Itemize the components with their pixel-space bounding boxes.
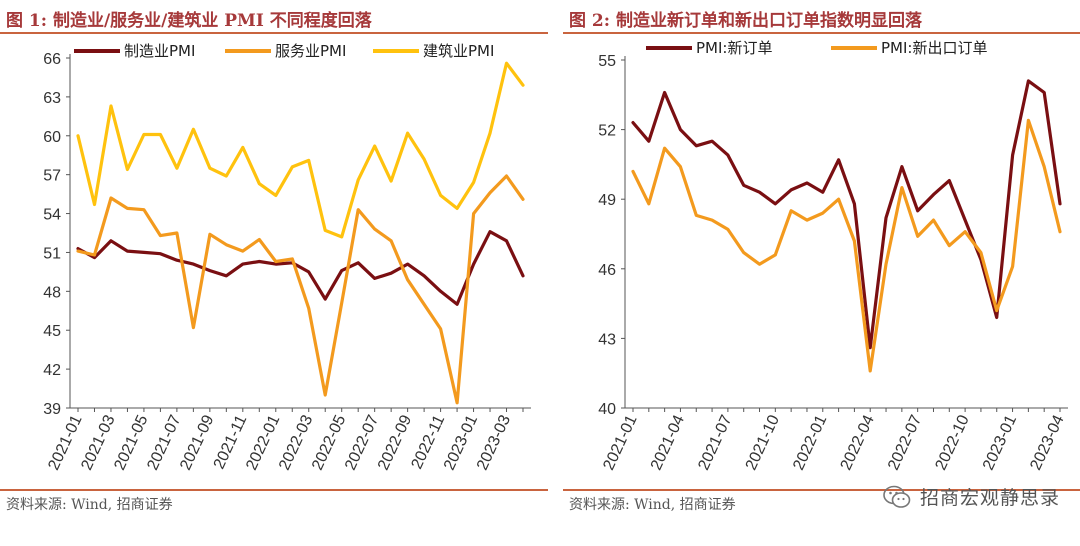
y-tick-label: 40 (598, 401, 616, 418)
y-tick-label: 63 (43, 90, 61, 107)
y-tick-label: 39 (43, 401, 61, 418)
series-line-2 (76, 174, 525, 405)
y-tick-label: 42 (43, 362, 61, 379)
divider (0, 32, 548, 34)
y-tick-label: 43 (598, 331, 616, 348)
y-tick-label: 52 (598, 123, 616, 140)
series-line-1 (76, 230, 525, 306)
chart-title: 图 1: 制造业/服务业/建筑业 PMI 不同程度回落 (6, 11, 372, 31)
x-tick-label: 2023-01 (980, 412, 1020, 472)
y-tick-label: 48 (43, 284, 61, 301)
x-tick-label: 2021-10 (743, 412, 783, 472)
series-line-1 (631, 79, 1062, 350)
wechat-icon (883, 485, 911, 508)
chart-1: 394245485154576063662021-012021-032021-0… (43, 42, 531, 473)
series-line-3 (76, 61, 525, 239)
y-tick-label: 55 (598, 53, 616, 70)
y-tick-label: 45 (43, 323, 61, 340)
y-tick-label: 49 (598, 192, 616, 209)
y-tick-label: 46 (598, 262, 616, 279)
y-tick-label: 57 (43, 168, 61, 185)
legend-label: 制造业PMI (124, 42, 195, 60)
x-tick-label: 2022-04 (838, 412, 878, 472)
source-note: 资料来源: Wind, 招商证券 (6, 497, 173, 513)
x-tick-label: 2021-01 (600, 412, 640, 472)
chart-panel-1: 图 1: 制造业/服务业/建筑业 PMI 不同程度回落 39 42 45 48 51 54… (0, 11, 548, 513)
watermark: 招商宏观静思录 (882, 483, 1060, 510)
watermark-text: 招商宏观静思录 (919, 487, 1060, 509)
legend-label: PMI:新订单 (696, 39, 772, 57)
y-tick-label: 60 (43, 129, 61, 146)
divider (563, 489, 1080, 491)
y-tick-label: 54 (43, 207, 61, 224)
x-tick-label: 2022-07 (885, 412, 925, 472)
x-tick-label: 2021-04 (648, 412, 688, 472)
divider (563, 32, 1080, 34)
legend-label: PMI:新出口订单 (881, 39, 987, 57)
legend-label: 服务业PMI (275, 42, 346, 60)
chart-2: 40 43 46 49 52 55 2021-01 2021-04 2021-07 2021-10… (598, 39, 1068, 473)
y-tick-label: 66 (43, 51, 61, 68)
chart-panel-2: 图 2: 制造业新订单和新出口订单指数明显回落 40 43 46 49 52 55 2021… (563, 0, 1080, 546)
x-tick-label: 2021-07 (695, 412, 735, 472)
x-tick-label: 2023-04 (1027, 412, 1067, 472)
x-tick-label: 2022-10 (933, 412, 973, 472)
divider (0, 489, 548, 491)
x-tick-label: 2022-01 (790, 412, 830, 472)
series-line-2 (631, 118, 1062, 373)
source-note: 资料来源: Wind, 招商证券 (569, 497, 736, 513)
legend-label: 建筑业PMI (423, 42, 494, 60)
y-tick-label: 51 (43, 245, 61, 262)
chart-title: 图 2: 制造业新订单和新出口订单指数明显回落 (569, 11, 922, 31)
